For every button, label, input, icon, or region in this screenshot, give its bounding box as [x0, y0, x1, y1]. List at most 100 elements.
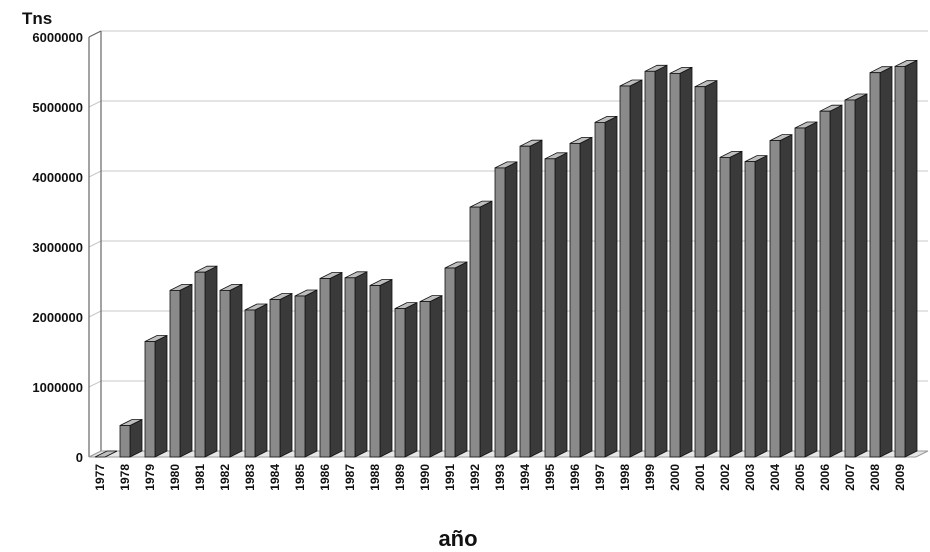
bar-face: [219, 289, 231, 458]
bar: [494, 161, 518, 458]
bar: [744, 154, 768, 458]
x-tick-label: 2005: [793, 464, 807, 491]
bar-face: [469, 206, 481, 458]
x-tick-label: 1993: [493, 464, 507, 491]
bar-side: [229, 283, 243, 458]
x-tick-label: 1980: [168, 464, 182, 491]
bar-face: [619, 85, 631, 458]
x-tick-label: 1987: [343, 464, 357, 491]
bar-side: [879, 66, 893, 458]
bar-side: [454, 261, 468, 458]
y-tick-label: 6000000: [32, 30, 83, 45]
bar: [419, 294, 443, 458]
bar-face: [344, 277, 356, 458]
bar-side: [479, 200, 493, 458]
x-tick-label: 1978: [118, 464, 132, 491]
x-tick-label: 2007: [843, 464, 857, 491]
bar: [344, 271, 368, 458]
bar-face: [169, 289, 181, 458]
x-tick-label: 1989: [393, 464, 407, 491]
y-tick-label: 1000000: [32, 380, 83, 395]
bar-side: [304, 289, 318, 458]
x-tick-label: 2000: [668, 464, 682, 491]
bar-face: [244, 309, 256, 458]
bar-face: [519, 145, 531, 458]
bar: [544, 152, 568, 458]
x-tick-label: 1983: [243, 464, 257, 491]
wall-top-edge: [88, 30, 102, 38]
bar: [719, 150, 743, 458]
bars: [94, 59, 918, 458]
bar-side: [504, 161, 518, 458]
bar-face: [319, 278, 331, 458]
bar: [94, 450, 118, 458]
bar: [844, 93, 868, 458]
bar-face: [569, 142, 581, 458]
bar-side: [604, 115, 618, 458]
bar-face: [694, 86, 706, 458]
x-tick-label: 1996: [568, 464, 582, 491]
bar: [569, 136, 593, 458]
x-tick-label: 1994: [518, 464, 532, 491]
bar-side: [704, 80, 718, 458]
x-tick-label: 1991: [443, 464, 457, 491]
bar-side: [179, 283, 193, 458]
bar-face: [369, 285, 381, 458]
bar: [819, 104, 843, 458]
bar: [319, 271, 343, 458]
bar-face: [644, 70, 656, 458]
bar: [469, 200, 493, 458]
bar-side: [404, 301, 418, 458]
bar: [594, 115, 618, 458]
bar-face: [769, 140, 781, 458]
x-tick-label: 2001: [693, 464, 707, 491]
x-tick-label: 1995: [543, 464, 557, 491]
bar-side: [804, 121, 818, 458]
x-tick-label: 1979: [143, 464, 157, 491]
bar: [894, 59, 918, 458]
bar: [669, 66, 693, 458]
bar-face: [144, 341, 156, 458]
y-axis-label: Tns: [22, 9, 52, 28]
bar: [519, 139, 543, 458]
y-tick-label: 5000000: [32, 100, 83, 115]
bar-face: [794, 127, 806, 458]
bar: [869, 66, 893, 458]
bar-face: [594, 122, 606, 458]
bar-side: [379, 278, 393, 458]
y-tick-label: 4000000: [32, 170, 83, 185]
x-tick-label: 1985: [293, 464, 307, 491]
bar-face: [394, 308, 406, 458]
bar-side: [354, 271, 368, 458]
bar: [769, 133, 793, 458]
x-tick-label: 1988: [368, 464, 382, 491]
gridline-depth: [88, 100, 102, 108]
bar: [694, 80, 718, 458]
bar: [444, 261, 468, 458]
bar-face: [269, 299, 281, 458]
bar-side: [279, 292, 293, 458]
tick-labels: 0 1000000 2000000 3000000 4000000 5000000 6000…: [32, 30, 907, 491]
x-tick-label: 1998: [618, 464, 632, 491]
x-tick-label: 2006: [818, 464, 832, 491]
gridline-depth: [88, 310, 102, 318]
x-tick-label: 2002: [718, 464, 732, 491]
bar: [294, 289, 318, 458]
bar-side: [529, 139, 543, 458]
y-tick-label: 2000000: [32, 310, 83, 325]
bar-face: [494, 167, 506, 458]
bar-face: [544, 158, 556, 458]
x-tick-label: 1992: [468, 464, 482, 491]
y-tick-label: 0: [76, 450, 83, 465]
bar: [619, 79, 643, 458]
bar-side: [154, 334, 168, 458]
x-tick-label: 1977: [93, 464, 107, 491]
x-tick-label: 1990: [418, 464, 432, 491]
bar-side: [829, 104, 843, 458]
x-tick-label: 2009: [893, 464, 907, 491]
bar: [219, 283, 243, 458]
x-tick-label: 2008: [868, 464, 882, 491]
x-tick-label: 2004: [768, 464, 782, 491]
x-tick-label: 2003: [743, 464, 757, 491]
bar-side: [779, 133, 793, 458]
